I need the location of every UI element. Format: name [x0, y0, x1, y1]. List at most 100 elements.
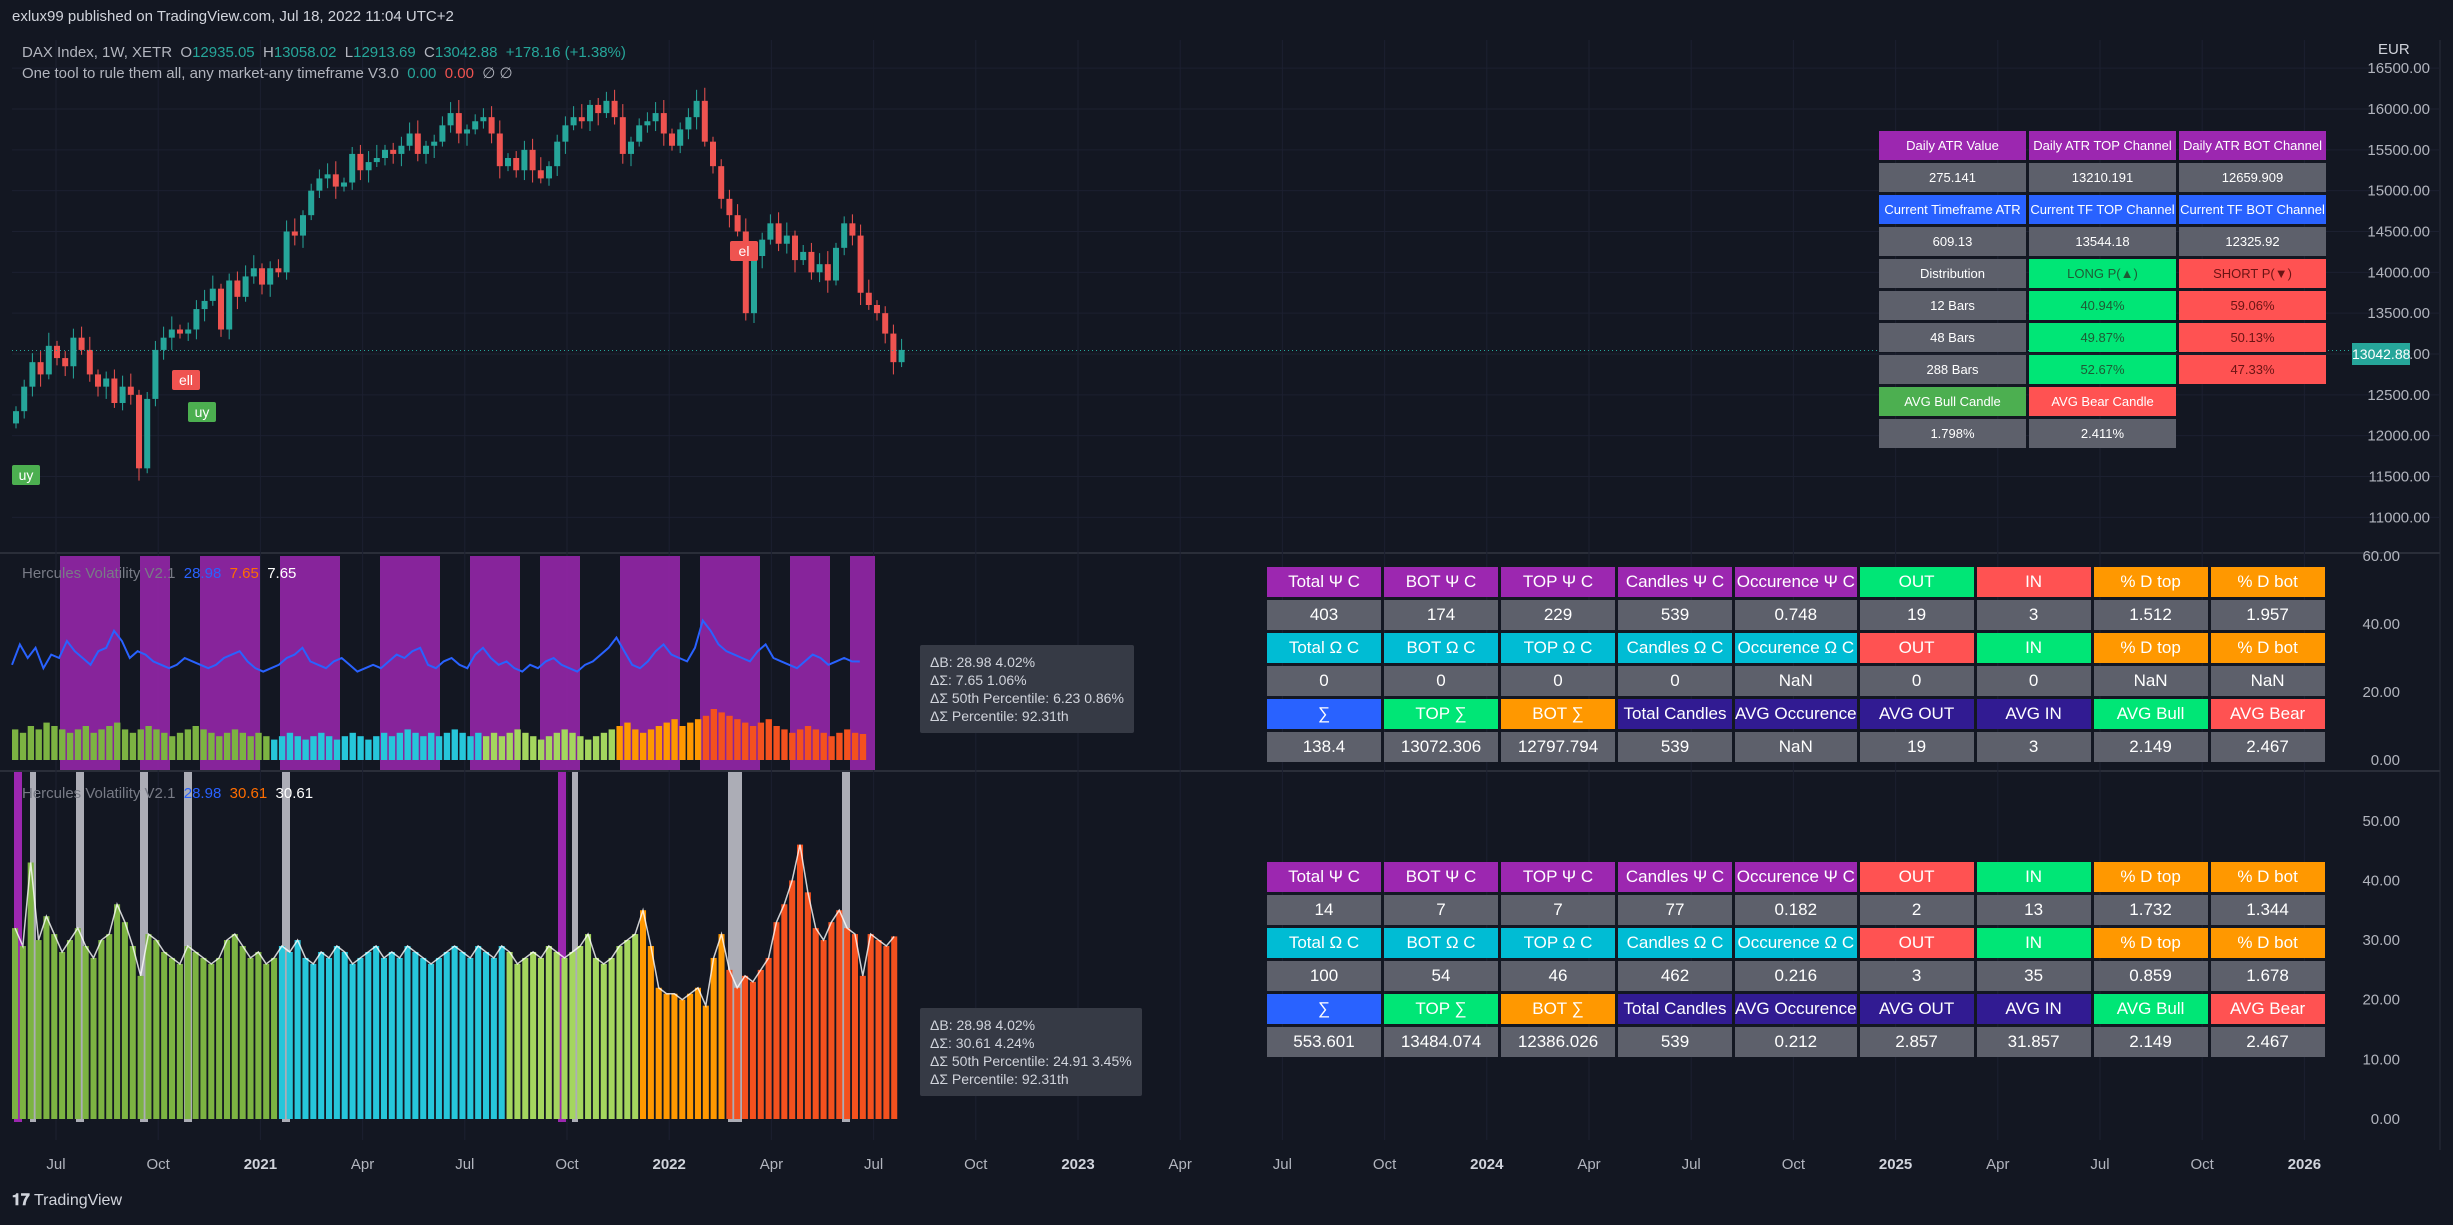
volatility-bar — [380, 957, 387, 1119]
volatility-bar — [663, 722, 670, 760]
volatility-value-3: 30.61 — [275, 785, 314, 802]
table-cell: 12386.026 — [1501, 1027, 1615, 1057]
candle-body — [455, 113, 462, 134]
volatility-spike-band — [282, 772, 290, 1122]
candle-body — [849, 223, 856, 236]
candle-body — [119, 386, 126, 403]
volatility-bar — [231, 729, 239, 760]
volatility-bar — [561, 957, 568, 1119]
table-cell: % D top — [2093, 633, 2208, 663]
table-cell: % D bot — [2210, 633, 2325, 663]
volatility-bar — [271, 957, 278, 1119]
table-cell: LONG P(▲) — [2029, 259, 2176, 288]
volatility-bar — [608, 957, 615, 1119]
table-row: 1.798% 2.411% — [1879, 419, 2326, 448]
volatility-bar — [443, 951, 450, 1119]
table-cell: Total Candles — [1618, 994, 1732, 1024]
table-cell: AVG IN — [1976, 994, 2091, 1024]
candle-body — [529, 149, 536, 171]
logo-icon: 𝟏𝟕 — [12, 1192, 30, 1209]
candle-body — [677, 129, 684, 146]
time-axis-label: Oct — [147, 1156, 171, 1173]
table-cell: % D bot — [2210, 567, 2325, 597]
table-cell: 1.732 — [2093, 895, 2208, 925]
volatility-legend-1[interactable]: Hercules Volatility V2.1 28.98 7.65 7.65 — [22, 565, 296, 582]
candle-body — [652, 113, 659, 122]
pane2-axis-label: 20.00 — [2362, 684, 2400, 701]
table-cell: TOP Ψ C — [1501, 567, 1615, 597]
table-cell: 12659.909 — [2179, 163, 2326, 192]
candle-body — [718, 166, 725, 199]
candle-body — [332, 174, 339, 187]
table-cell: 138.4 — [1267, 732, 1381, 762]
volatility-bar — [616, 946, 623, 1119]
volatility-bar — [428, 963, 435, 1119]
candle-body — [570, 117, 577, 126]
table-cell: 19 — [1859, 600, 1974, 630]
candle-body — [160, 337, 167, 350]
table-cell: % D top — [2093, 567, 2208, 597]
volatility-bar — [145, 934, 152, 1119]
volatility-bar — [388, 951, 395, 1119]
table-cell: Daily ATR BOT Channel — [2179, 131, 2326, 160]
volatility-bar — [286, 951, 293, 1119]
volatility-bar — [74, 729, 82, 760]
table-cell: AVG Bear — [2210, 994, 2325, 1024]
volatility-bar — [333, 946, 340, 1119]
table-cell: 13210.191 — [2029, 163, 2176, 192]
volatility-legend-2[interactable]: Hercules Volatility V2.1 28.98 30.61 30.… — [22, 785, 313, 802]
table-cell: 462 — [1618, 961, 1732, 991]
table-cell: 52.67% — [2029, 355, 2176, 384]
volatility-value-2: 7.65 — [229, 565, 259, 582]
time-axis-label: Jul — [864, 1156, 883, 1173]
candle-body — [537, 170, 544, 179]
candle-body — [800, 251, 807, 261]
table-cell: IN — [1976, 567, 2091, 597]
volatility-bar — [271, 739, 278, 760]
volatility-bar — [145, 726, 152, 760]
candle-body — [341, 182, 347, 187]
volatility-bar — [577, 736, 584, 760]
candle-body — [890, 333, 897, 363]
high-value: 13058.02 — [273, 44, 337, 61]
table-cell: OUT — [1859, 928, 1974, 958]
symbol-legend[interactable]: DAX Index, 1W, XETR O12935.05 H13058.02 … — [22, 44, 626, 61]
info-line: ΔB: 28.98 4.02% — [930, 654, 1036, 670]
table-row: 553.601 13484.074 12386.026 539 0.212 2.857 31… — [1267, 1027, 2325, 1057]
volatility-bar — [859, 975, 866, 1119]
volatility-spike-band — [140, 772, 148, 1122]
candle-body — [168, 329, 175, 338]
candle-body — [775, 223, 782, 244]
volatility-bar — [537, 957, 544, 1119]
candle-body — [291, 231, 298, 236]
signal-label-bg — [188, 402, 216, 422]
table-cell: AVG Bull — [2093, 994, 2208, 1024]
volatility-bar — [19, 946, 26, 1119]
volatility-bar — [765, 957, 772, 1119]
tradingview-logo[interactable]: 𝟏𝟕 TradingView — [12, 1192, 122, 1210]
candle-body — [111, 378, 118, 403]
table-cell: AVG OUT — [1859, 994, 1974, 1024]
volatility-bar — [451, 946, 458, 1119]
indicator-legend[interactable]: One tool to rule them all, any market-an… — [22, 64, 513, 82]
volatility-bar — [561, 729, 568, 760]
table-cell: Candles Ω C — [1618, 928, 1732, 958]
pane3-axis-label: 0.00 — [2371, 1111, 2400, 1128]
candle-body — [783, 235, 790, 244]
table-cell: 12 Bars — [1879, 291, 2026, 320]
indicator-value-2: 0.00 — [444, 65, 474, 82]
volatility-bar — [349, 732, 356, 760]
table-cell: 0.182 — [1735, 895, 1857, 925]
volatility-bar — [12, 928, 19, 1119]
volatility-value-2: 30.61 — [229, 785, 268, 802]
volatility-bar — [836, 732, 843, 760]
table-cell: 174 — [1384, 600, 1498, 630]
volatility-bar — [121, 729, 129, 760]
candle-body — [742, 231, 749, 314]
volatility-bar — [51, 934, 58, 1119]
volatility-bar — [310, 963, 317, 1119]
table-cell: 1.957 — [2210, 600, 2325, 630]
volatility-bar — [231, 934, 238, 1119]
